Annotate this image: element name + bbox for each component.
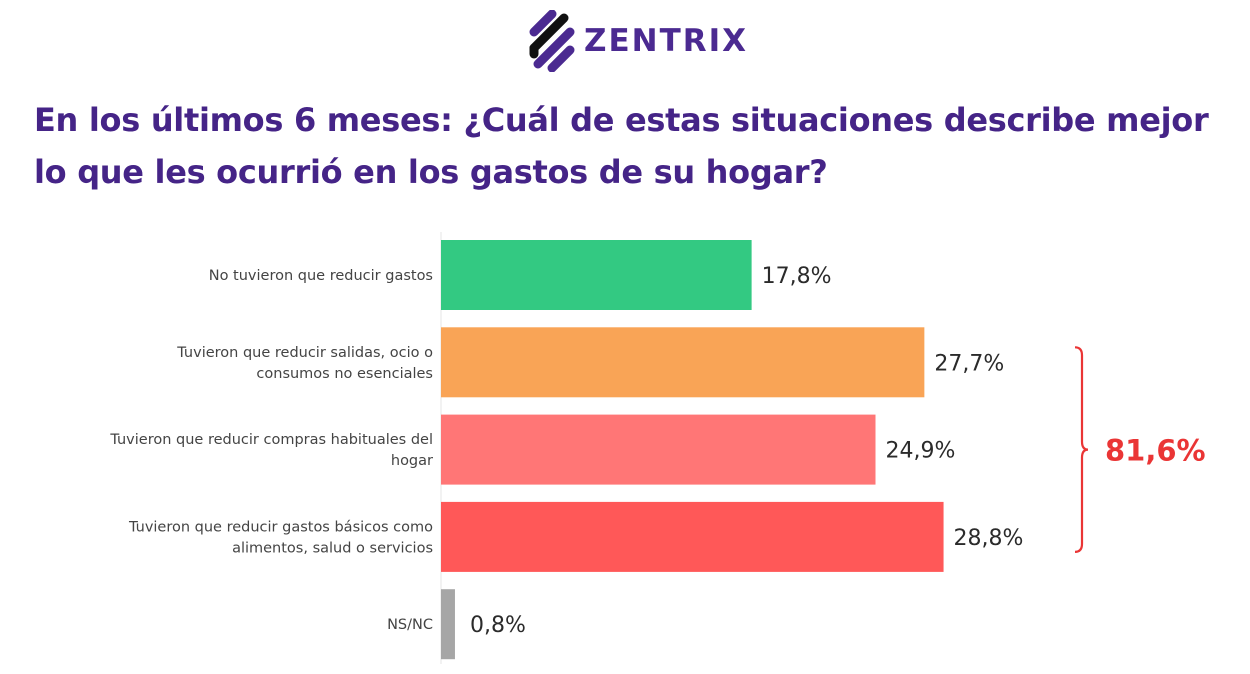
category-label: NS/NC (387, 617, 433, 633)
category-label: Tuvieron que reducir compras habituales … (109, 432, 433, 448)
bar (441, 327, 925, 398)
value-label: 28,8% (954, 526, 1024, 551)
zentrix-logo-icon (529, 10, 575, 72)
category-label: alimentos, salud o servicios (232, 540, 433, 556)
value-label: 0,8% (470, 613, 526, 638)
category-label: No tuvieron que reducir gastos (209, 268, 433, 284)
bar (441, 414, 876, 485)
logo: ZENTRIX (526, 10, 748, 72)
group-total-label: 81,6% (1105, 434, 1206, 468)
value-label: 24,9% (886, 439, 956, 464)
bar (441, 240, 752, 310)
bar (441, 501, 944, 572)
category-label: Tuvieron que reducir gastos básicos como (128, 519, 433, 535)
category-label: consumos no esenciales (256, 366, 433, 382)
bar (441, 589, 455, 660)
value-label: 17,8% (762, 264, 832, 289)
brace-annotation (1074, 346, 1089, 553)
brand-name: ZENTRIX (584, 23, 749, 59)
chart-title: En los últimos 6 meses: ¿Cuál de estas s… (34, 101, 1209, 191)
category-label: hogar (391, 453, 433, 469)
value-label: 27,7% (934, 351, 1004, 376)
category-label: Tuvieron que reducir salidas, ocio o (176, 345, 433, 361)
